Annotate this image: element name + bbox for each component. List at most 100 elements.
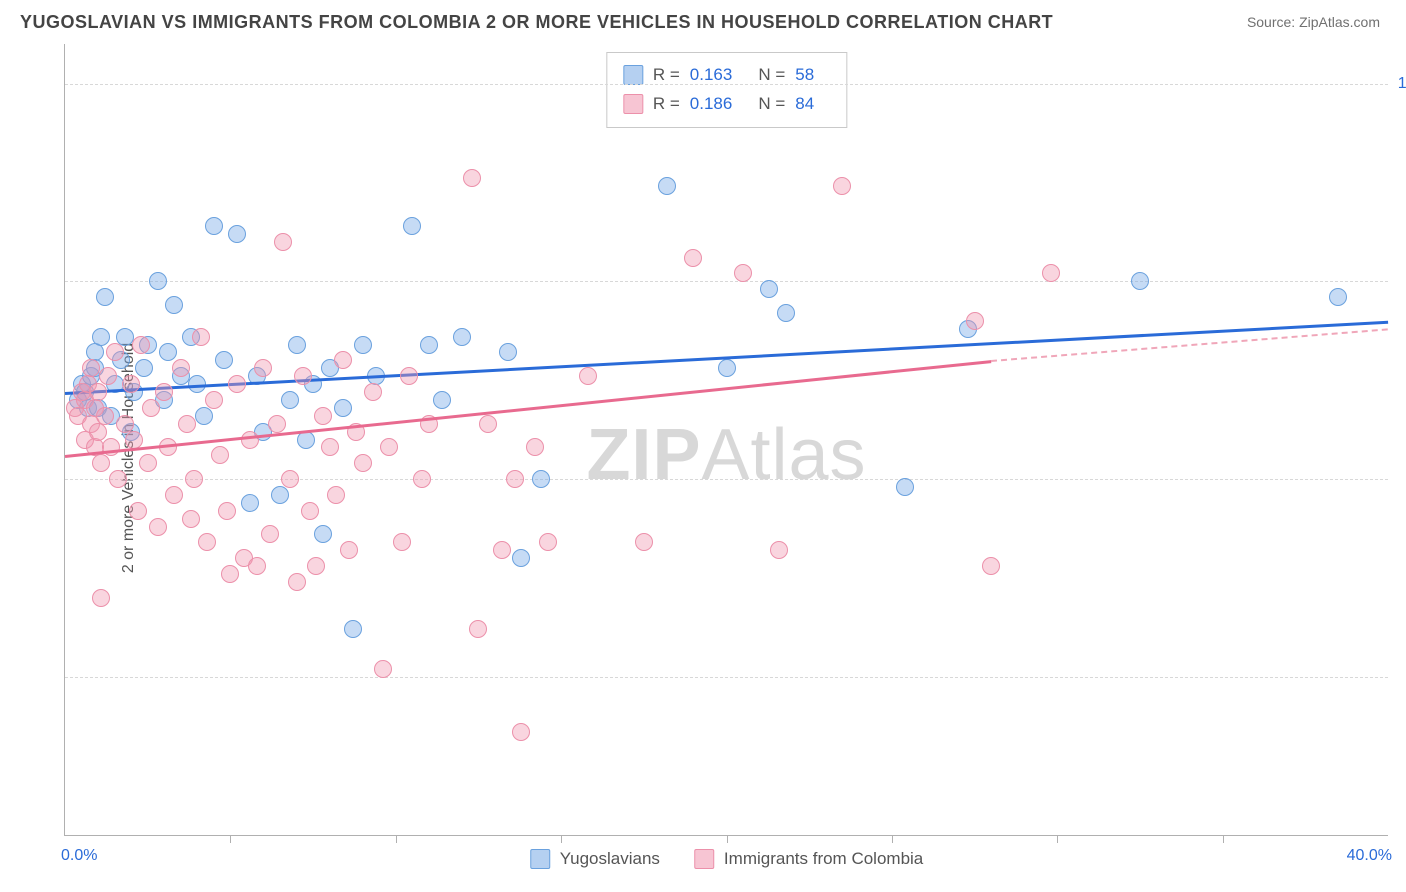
y-tick-label: 75.0% bbox=[1396, 272, 1406, 290]
x-tick-label: 0.0% bbox=[61, 847, 97, 865]
data-point bbox=[96, 407, 114, 425]
n-label: N = bbox=[758, 90, 785, 119]
chart-title: YUGOSLAVIAN VS IMMIGRANTS FROM COLOMBIA … bbox=[20, 12, 1053, 32]
data-point bbox=[364, 383, 382, 401]
data-point bbox=[374, 660, 392, 678]
data-point bbox=[92, 589, 110, 607]
data-point bbox=[271, 486, 289, 504]
data-point bbox=[221, 565, 239, 583]
data-point bbox=[463, 169, 481, 187]
data-point bbox=[205, 217, 223, 235]
data-point bbox=[896, 478, 914, 496]
swatch-icon bbox=[623, 94, 643, 114]
gridline bbox=[65, 281, 1388, 282]
source-label: Source: ZipAtlas.com bbox=[1247, 14, 1380, 30]
data-point bbox=[82, 359, 100, 377]
watermark: ZIPAtlas bbox=[586, 414, 866, 496]
data-point bbox=[129, 502, 147, 520]
data-point bbox=[198, 533, 216, 551]
correlation-legend: R = 0.163 N = 58 R = 0.186 N = 84 bbox=[606, 52, 847, 128]
legend-item: Immigrants from Colombia bbox=[694, 849, 923, 869]
n-value: 58 bbox=[795, 61, 814, 90]
x-tick-mark bbox=[727, 835, 728, 843]
y-tick-label: 50.0% bbox=[1396, 470, 1406, 488]
legend-row-blue: R = 0.163 N = 58 bbox=[623, 61, 830, 90]
data-point bbox=[149, 518, 167, 536]
x-tick-mark bbox=[1223, 835, 1224, 843]
data-point bbox=[334, 399, 352, 417]
data-point bbox=[109, 470, 127, 488]
data-point bbox=[314, 525, 332, 543]
data-point bbox=[185, 470, 203, 488]
data-point bbox=[1042, 264, 1060, 282]
data-point bbox=[178, 415, 196, 433]
y-tick-label: 25.0% bbox=[1396, 668, 1406, 686]
data-point bbox=[479, 415, 497, 433]
data-point bbox=[380, 438, 398, 456]
data-point bbox=[211, 446, 229, 464]
data-point bbox=[526, 438, 544, 456]
data-point bbox=[228, 375, 246, 393]
x-tick-label: 40.0% bbox=[1347, 847, 1392, 865]
data-point bbox=[155, 383, 173, 401]
data-point bbox=[288, 336, 306, 354]
data-point bbox=[532, 470, 550, 488]
data-point bbox=[241, 494, 259, 512]
data-point bbox=[106, 343, 124, 361]
data-point bbox=[165, 296, 183, 314]
data-point bbox=[734, 264, 752, 282]
data-point bbox=[125, 431, 143, 449]
data-point bbox=[499, 343, 517, 361]
data-point bbox=[215, 351, 233, 369]
data-point bbox=[314, 407, 332, 425]
y-tick-label: 100.0% bbox=[1396, 75, 1406, 93]
data-point bbox=[116, 328, 134, 346]
legend-label: Yugoslavians bbox=[560, 849, 660, 869]
data-point bbox=[274, 233, 292, 251]
r-label: R = bbox=[653, 61, 680, 90]
data-point bbox=[301, 502, 319, 520]
data-point bbox=[1329, 288, 1347, 306]
data-point bbox=[579, 367, 597, 385]
data-point bbox=[403, 217, 421, 235]
gridline bbox=[65, 84, 1388, 85]
data-point bbox=[254, 359, 272, 377]
data-point bbox=[770, 541, 788, 559]
data-point bbox=[92, 328, 110, 346]
data-point bbox=[334, 351, 352, 369]
data-point bbox=[218, 502, 236, 520]
x-tick-mark bbox=[1057, 835, 1058, 843]
data-point bbox=[344, 620, 362, 638]
x-tick-mark bbox=[561, 835, 562, 843]
data-point bbox=[539, 533, 557, 551]
data-point bbox=[1131, 272, 1149, 290]
legend-row-pink: R = 0.186 N = 84 bbox=[623, 90, 830, 119]
data-point bbox=[420, 336, 438, 354]
swatch-icon bbox=[623, 65, 643, 85]
scatter-plot: ZIPAtlas R = 0.163 N = 58 R = 0.186 N = … bbox=[64, 44, 1388, 836]
data-point bbox=[658, 177, 676, 195]
data-point bbox=[132, 336, 150, 354]
data-point bbox=[281, 391, 299, 409]
data-point bbox=[139, 454, 157, 472]
data-point bbox=[400, 367, 418, 385]
x-tick-mark bbox=[892, 835, 893, 843]
n-value: 84 bbox=[795, 90, 814, 119]
data-point bbox=[469, 620, 487, 638]
data-point bbox=[433, 391, 451, 409]
data-point bbox=[777, 304, 795, 322]
data-point bbox=[684, 249, 702, 267]
data-point bbox=[635, 533, 653, 551]
data-point bbox=[92, 454, 110, 472]
n-label: N = bbox=[758, 61, 785, 90]
x-tick-mark bbox=[230, 835, 231, 843]
data-point bbox=[354, 454, 372, 472]
data-point bbox=[99, 367, 117, 385]
trend-line bbox=[65, 321, 1388, 395]
legend-label: Immigrants from Colombia bbox=[724, 849, 923, 869]
data-point bbox=[512, 549, 530, 567]
data-point bbox=[393, 533, 411, 551]
data-point bbox=[354, 336, 372, 354]
data-point bbox=[506, 470, 524, 488]
swatch-icon bbox=[694, 849, 714, 869]
